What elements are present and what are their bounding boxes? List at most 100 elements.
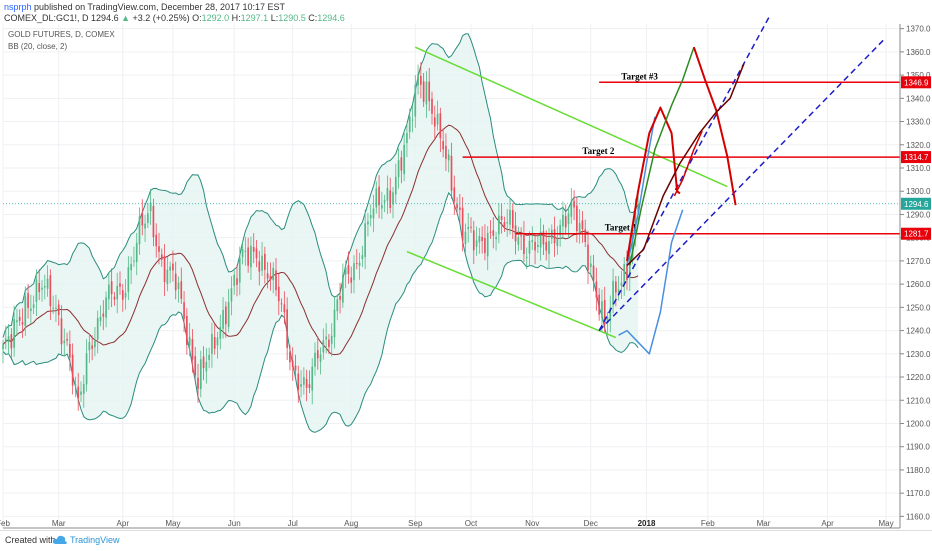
y-tick-label: 1270.0	[906, 257, 931, 266]
candle-body	[283, 304, 286, 313]
x-tick-label: Aug	[344, 519, 358, 528]
candle-body	[461, 207, 464, 241]
x-tick-label: Jul	[288, 519, 298, 528]
last-price-text: 1294.6	[91, 13, 119, 23]
y-tick-label: 1240.0	[906, 327, 931, 336]
candle-body	[108, 284, 110, 300]
tradingview-link[interactable]: TradingView	[70, 535, 120, 545]
candle-body	[241, 248, 244, 258]
candle-body	[158, 246, 160, 252]
candle-body	[336, 299, 339, 312]
candle-body	[425, 81, 428, 105]
x-tick-label: Feb	[701, 519, 715, 528]
candle-body	[433, 117, 436, 127]
y-tick-label: 1360.0	[906, 48, 931, 57]
candle-body	[4, 338, 7, 342]
candle-body	[57, 304, 60, 316]
legend-indicator: BB (20, close, 2)	[8, 42, 68, 51]
candle-body	[7, 336, 10, 343]
y-tick-label: 1330.0	[906, 118, 931, 127]
candle-body	[612, 280, 614, 306]
projection-path	[673, 130, 703, 197]
candle-body	[99, 316, 102, 322]
candle-body	[417, 74, 419, 86]
candle-body	[545, 242, 548, 251]
candle-body	[180, 281, 183, 299]
candle-body	[32, 304, 35, 308]
candle-body	[319, 354, 322, 362]
candle-body	[116, 285, 119, 300]
candle-body	[397, 160, 400, 178]
candle-body	[144, 223, 146, 229]
candle-body	[211, 334, 213, 354]
candle-body	[503, 222, 506, 227]
symbol-text: COMEX_DL:GC1!, D	[4, 13, 89, 23]
candle-body	[464, 231, 467, 245]
candle-body	[60, 318, 63, 345]
price-badge	[901, 151, 931, 164]
candle-body	[225, 306, 227, 325]
candle-body	[606, 317, 609, 324]
candle-body	[166, 269, 169, 285]
candle-body	[472, 230, 475, 251]
x-tick-label: Jun	[228, 519, 241, 528]
candle-body	[511, 210, 514, 229]
bb-lower	[2, 191, 639, 433]
candle-body	[82, 384, 85, 394]
candle-body	[35, 279, 38, 303]
author-link[interactable]: nsprph	[4, 2, 32, 12]
candle-body	[367, 221, 369, 225]
projection-path	[629, 46, 695, 266]
axes: 1160.0 1170.0 1180.0 1190.0 1200.0 1210.0 1220…	[0, 24, 931, 529]
candle-body	[205, 361, 208, 372]
candle-body	[163, 256, 166, 283]
candle-body	[233, 274, 236, 286]
candle-body	[52, 307, 54, 309]
candle-body	[186, 315, 188, 345]
candle-body	[392, 192, 394, 205]
candle-body	[620, 282, 623, 286]
candle-body	[615, 281, 617, 293]
y-tick-label: 1220.0	[906, 373, 931, 382]
candle-body	[30, 308, 32, 311]
y-tick-label: 1190.0	[906, 443, 930, 452]
candle-body	[227, 301, 230, 328]
x-tick-label: Dec	[584, 519, 598, 528]
candle-body	[133, 260, 135, 262]
candle-body	[598, 294, 600, 315]
candle-body	[361, 255, 364, 260]
candle-body	[41, 287, 43, 290]
y-tick-label: 1210.0	[906, 396, 931, 405]
candle-body	[258, 261, 261, 272]
cloud-icon	[52, 534, 68, 548]
candle-body	[523, 235, 525, 255]
candle-body	[325, 336, 327, 340]
publish-header: nsprph published on TradingView.com, Dec…	[0, 0, 932, 24]
candle-body	[247, 247, 249, 266]
candle-body	[570, 201, 573, 217]
candle-body	[347, 265, 350, 274]
candle-body	[110, 281, 113, 295]
candle-body	[74, 384, 77, 386]
candle-body	[88, 342, 91, 351]
candle-body	[308, 384, 311, 388]
candle-body	[202, 356, 205, 369]
candle-body	[369, 215, 372, 219]
candle-body	[339, 295, 341, 300]
x-tick-label: Apr	[117, 519, 130, 528]
candle-body	[562, 214, 564, 227]
y-tick-label: 1180.0	[906, 466, 930, 475]
candle-body	[94, 340, 96, 348]
y-tick-label: 1340.0	[906, 94, 931, 103]
price-badge-label: 1281.7	[904, 230, 929, 239]
candle-body	[394, 176, 397, 195]
candle-body	[269, 275, 272, 281]
candle-body	[456, 204, 458, 209]
candle-body	[358, 262, 361, 266]
candle-body	[439, 113, 442, 139]
candle-body	[250, 245, 252, 268]
candle-body	[255, 248, 258, 259]
candle-body	[24, 296, 27, 327]
candle-body	[216, 337, 219, 346]
